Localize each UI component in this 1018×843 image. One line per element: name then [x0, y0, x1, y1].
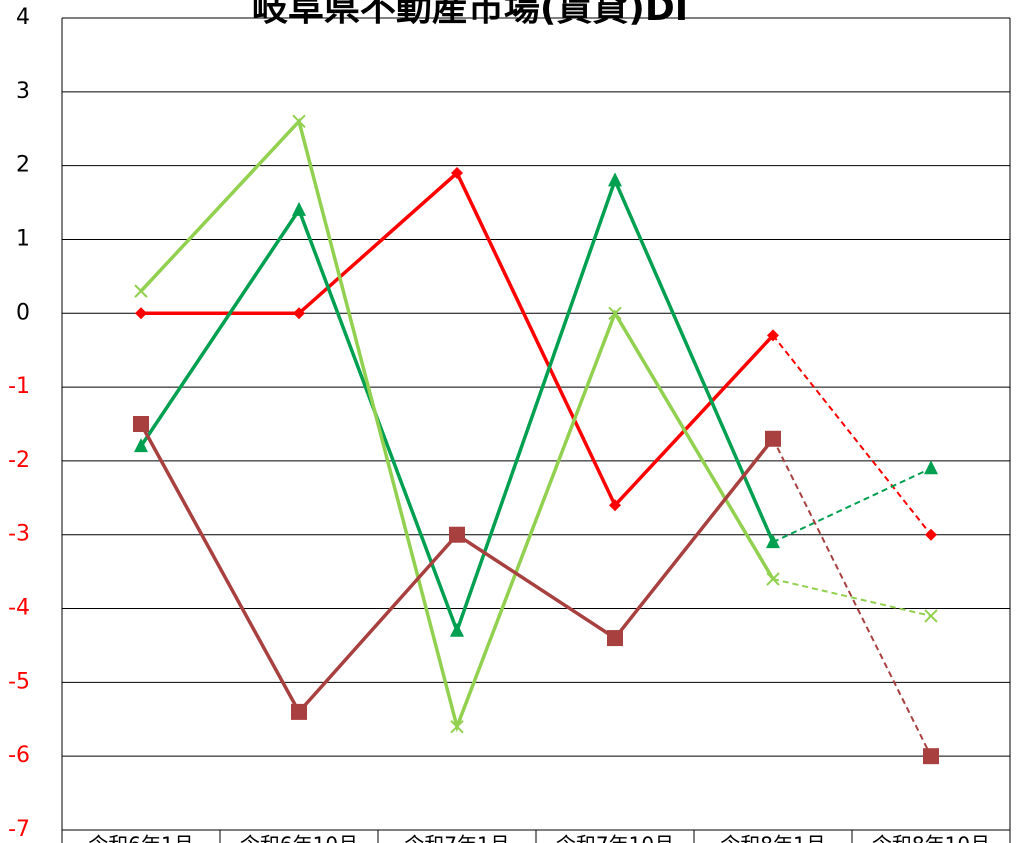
forecast-line [772, 467, 932, 544]
marker [293, 307, 305, 320]
marker [765, 430, 781, 447]
y-tick-label: -3 [8, 522, 30, 547]
marker [924, 460, 938, 475]
y-tick-label: 0 [16, 300, 30, 325]
marker [292, 114, 306, 129]
marker [767, 329, 779, 342]
marker [135, 307, 147, 320]
marker [292, 201, 306, 216]
x-tick-label: 令和8年10月 [872, 833, 990, 843]
x-tick-label: 令和6年10月 [240, 833, 358, 843]
y-tick-label: -7 [8, 817, 30, 842]
y-tick-label: 4 [16, 5, 30, 30]
forecast-line [772, 334, 932, 536]
x-tick-label: 令和6年1月 [88, 833, 193, 843]
marker [766, 534, 780, 549]
forecast-line [772, 578, 932, 617]
marker [608, 172, 622, 187]
marker [924, 609, 938, 623]
y-tick-label: 2 [16, 153, 30, 178]
x-tick-label: 令和7年10月 [556, 833, 674, 843]
marker [608, 306, 622, 320]
marker [766, 572, 780, 586]
marker [134, 284, 148, 298]
marker [609, 499, 621, 512]
chart-title: 岐阜県不動産市場(賃貸)DI [252, 0, 688, 29]
marker [449, 526, 465, 543]
marker [925, 528, 937, 541]
marker [291, 703, 307, 720]
y-tick-label: -6 [8, 743, 30, 768]
x-tick-label: 令和8年1月 [720, 833, 825, 843]
y-tick-label: -2 [8, 448, 30, 473]
y-tick-label: -1 [8, 374, 30, 399]
marker [451, 167, 463, 180]
marker [607, 630, 623, 647]
y-tick-label: 1 [16, 226, 30, 251]
marker [134, 438, 148, 453]
marker [450, 719, 464, 734]
y-tick-label: -5 [8, 669, 30, 694]
y-tick-label: 3 [16, 79, 30, 104]
marker [923, 748, 939, 765]
forecast-line [772, 438, 932, 757]
y-tick-label: -4 [8, 596, 30, 621]
x-tick-label: 令和7年1月 [404, 833, 509, 843]
marker [450, 622, 464, 637]
marker [133, 416, 149, 432]
